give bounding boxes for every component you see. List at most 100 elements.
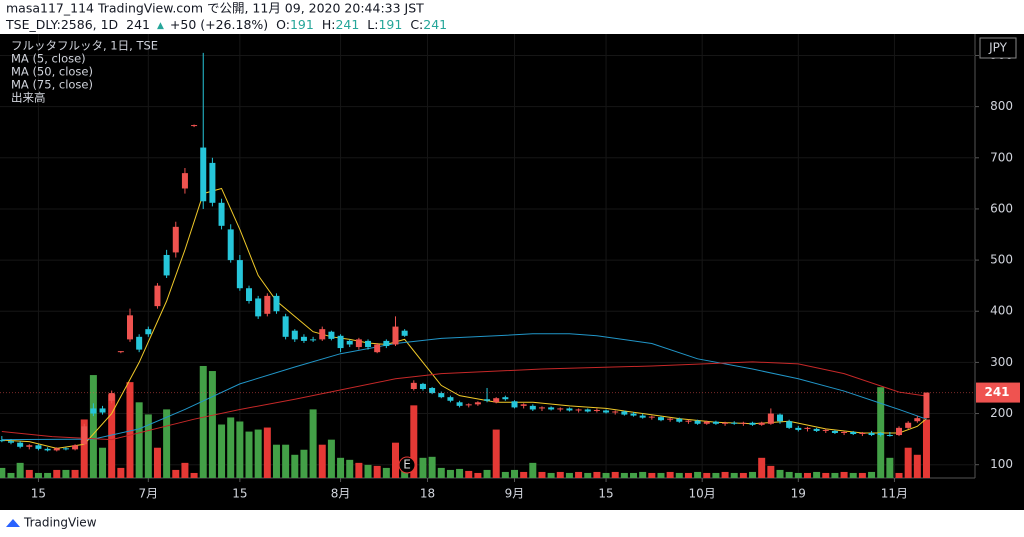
candle-body — [81, 426, 88, 445]
candle-body — [786, 421, 793, 428]
currency-box[interactable] — [979, 37, 1017, 59]
candle-body — [236, 260, 243, 289]
candle-body — [657, 417, 664, 421]
volume-bar — [144, 414, 152, 478]
candle-body — [493, 398, 500, 403]
candle-body — [886, 435, 893, 437]
volume-bar — [712, 472, 720, 478]
volume-bar — [858, 472, 866, 478]
volume-bar — [913, 454, 921, 478]
candle-body — [813, 428, 820, 431]
volume-bar — [703, 472, 711, 478]
volume-bar — [758, 457, 766, 478]
volume-bar — [538, 471, 546, 478]
candle-body — [859, 432, 866, 435]
y-tick-label: 500 — [990, 253, 1013, 267]
candle-body — [447, 397, 454, 401]
volume-bar — [254, 429, 262, 478]
volume-bar — [227, 417, 235, 478]
y-tick-label: 200 — [990, 406, 1013, 420]
last: 241 — [126, 17, 150, 32]
candle-body — [62, 448, 69, 450]
volume-bar — [419, 457, 427, 478]
volume-bar — [446, 469, 454, 478]
o: 191 — [290, 17, 314, 32]
candle-body — [584, 409, 591, 412]
volume-bar — [300, 449, 308, 478]
x-tick-label: 10月 — [689, 487, 716, 501]
candle-body — [877, 432, 884, 436]
candle-body — [255, 298, 262, 317]
volume-bar — [886, 457, 894, 478]
volume-bar — [565, 472, 573, 478]
candle-body — [163, 254, 170, 276]
candle-body — [35, 445, 42, 449]
volume-bar — [291, 454, 299, 478]
volume-bar — [749, 471, 757, 478]
volume-bar — [199, 365, 207, 478]
earnings-marker[interactable] — [398, 456, 416, 474]
candle-body — [767, 413, 774, 424]
candle-body — [328, 331, 335, 339]
volume-bar — [547, 472, 555, 478]
volume-bar — [34, 472, 42, 478]
volume-bar — [172, 469, 180, 478]
candle-body — [264, 295, 271, 314]
h: 241 — [335, 17, 359, 32]
candle-body — [639, 415, 646, 418]
volume-bar — [153, 447, 161, 478]
candle-body — [310, 339, 317, 341]
volume-bar — [822, 472, 830, 478]
y-tick-label: 800 — [990, 99, 1013, 113]
volume-bar — [391, 442, 399, 478]
candle-body — [804, 427, 811, 429]
candle-body — [355, 339, 362, 348]
candle-body — [209, 162, 216, 203]
c-label: C: — [410, 17, 423, 32]
candle-body — [282, 316, 289, 337]
y-tick-label: 300 — [990, 355, 1013, 369]
candle-body — [429, 387, 436, 394]
candle-body — [502, 397, 509, 400]
candle-body — [392, 326, 399, 345]
volume-bar — [401, 469, 409, 478]
volume-bar — [108, 394, 116, 478]
candle-body — [703, 421, 710, 424]
candle-body — [648, 416, 655, 418]
volume-bar — [593, 471, 601, 478]
candle-body — [694, 420, 701, 424]
x-tick-label: 15 — [598, 487, 613, 501]
x-tick-label: 15 — [232, 487, 247, 501]
change: +50 (+26.18%) — [170, 17, 268, 32]
volume-bar — [511, 469, 519, 478]
volume-bar — [684, 472, 692, 478]
candle-body — [273, 295, 280, 312]
volume-bar — [53, 469, 61, 478]
candle-body — [419, 383, 426, 389]
h-label: H: — [322, 17, 336, 32]
ohlc-line: TSE_DLY:2586, 1D 241 ▲ +50 (+26.18%) O:1… — [5, 17, 447, 32]
candle-body — [731, 422, 738, 424]
candle-body — [191, 125, 198, 127]
volume-bar — [80, 419, 88, 478]
volume-bar — [739, 472, 747, 478]
volume-bar — [675, 472, 683, 478]
candle-body — [484, 399, 491, 401]
legend-item: MA (50, close) — [11, 65, 93, 79]
candle-body — [99, 408, 106, 413]
volume-bar — [346, 459, 354, 478]
candle-body — [896, 427, 903, 436]
volume-bar — [309, 409, 317, 478]
candle-body — [621, 411, 628, 415]
volume-bar — [16, 462, 24, 478]
candle-body — [841, 431, 848, 433]
earnings-label: E — [403, 458, 411, 472]
symbol: TSE_DLY:2586, 1D — [5, 17, 118, 32]
volume-bar — [44, 472, 52, 478]
candle-body — [603, 410, 610, 413]
candle-body — [712, 421, 719, 424]
candle-body — [346, 340, 353, 345]
volume-bar — [639, 471, 647, 478]
volume-bar — [602, 472, 610, 478]
volume-bar — [840, 471, 848, 478]
